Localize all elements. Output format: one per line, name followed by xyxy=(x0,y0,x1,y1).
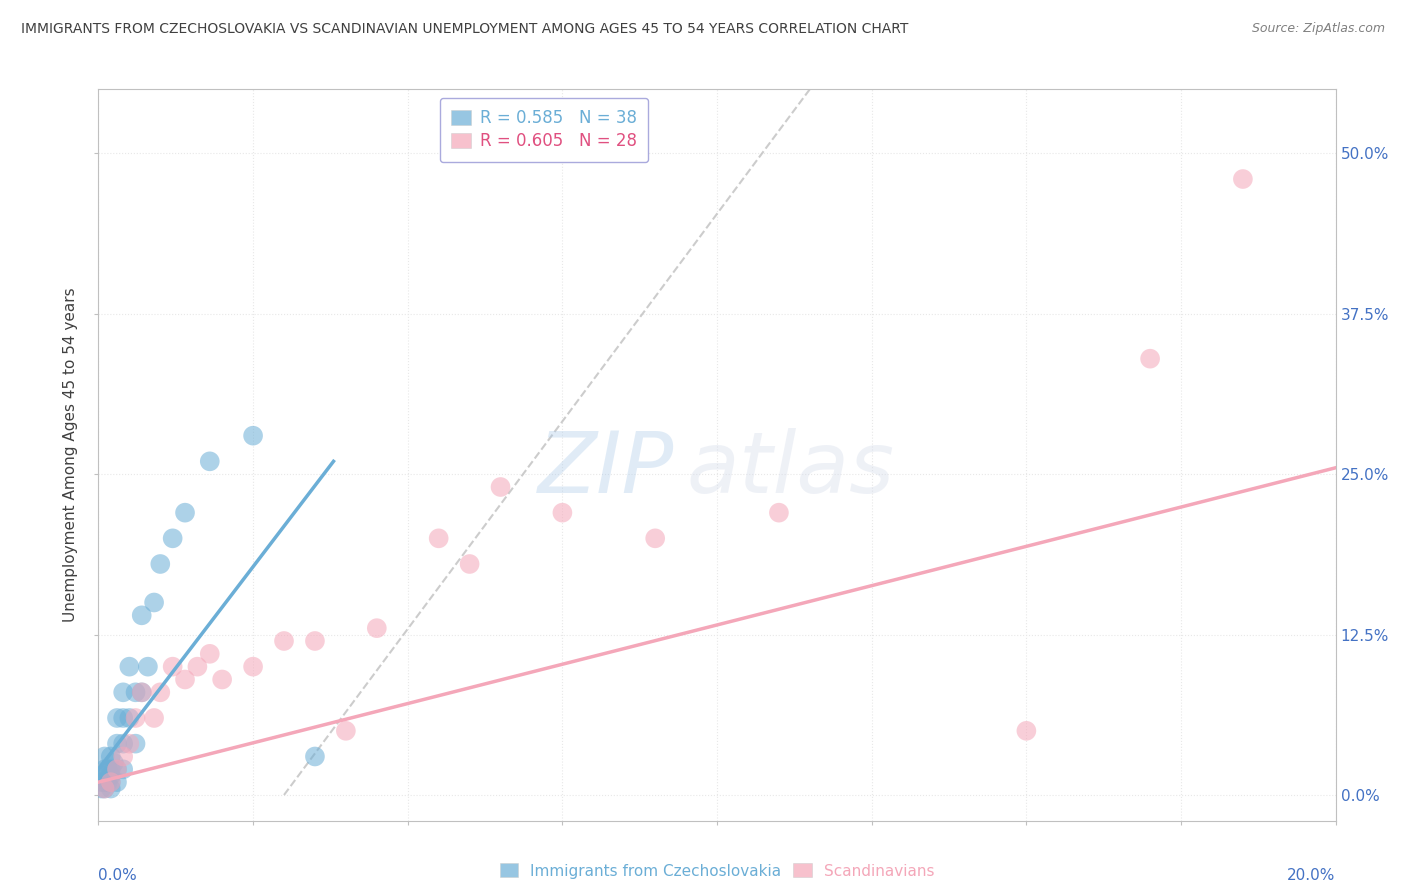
Point xyxy=(90,781,112,796)
Text: 0.0%: 0.0% xyxy=(98,868,138,883)
Point xyxy=(143,595,166,609)
Point xyxy=(551,506,574,520)
Point xyxy=(131,685,153,699)
Point xyxy=(105,775,128,789)
Point xyxy=(1232,172,1254,186)
Point xyxy=(124,711,146,725)
Point xyxy=(93,762,115,776)
Point xyxy=(112,762,135,776)
Point xyxy=(112,711,135,725)
Point xyxy=(458,557,481,571)
Point xyxy=(100,781,122,796)
Point xyxy=(105,711,128,725)
Y-axis label: Unemployment Among Ages 45 to 54 years: Unemployment Among Ages 45 to 54 years xyxy=(63,287,79,623)
Point xyxy=(198,647,221,661)
Point xyxy=(131,685,153,699)
Point xyxy=(1015,723,1038,738)
Point xyxy=(489,480,512,494)
Point xyxy=(131,608,153,623)
Text: IMMIGRANTS FROM CZECHOSLOVAKIA VS SCANDINAVIAN UNEMPLOYMENT AMONG AGES 45 TO 54 : IMMIGRANTS FROM CZECHOSLOVAKIA VS SCANDI… xyxy=(21,22,908,37)
Point xyxy=(118,737,141,751)
Point xyxy=(90,775,112,789)
Point xyxy=(124,737,146,751)
Point xyxy=(118,659,141,673)
Text: Source: ZipAtlas.com: Source: ZipAtlas.com xyxy=(1251,22,1385,36)
Point xyxy=(198,454,221,468)
Point xyxy=(105,762,128,776)
Text: ZIP: ZIP xyxy=(537,428,673,511)
Point xyxy=(366,621,388,635)
Point xyxy=(112,685,135,699)
Point xyxy=(97,775,120,789)
Point xyxy=(105,737,128,751)
Point xyxy=(93,749,115,764)
Point xyxy=(136,659,159,673)
Point xyxy=(174,673,197,687)
Point xyxy=(90,769,112,783)
Point xyxy=(174,506,197,520)
Text: atlas: atlas xyxy=(686,428,894,511)
Point xyxy=(335,723,357,738)
Point xyxy=(112,749,135,764)
Point xyxy=(304,749,326,764)
Point xyxy=(103,756,125,770)
Legend: Immigrants from Czechoslovakia, Scandinavians: Immigrants from Czechoslovakia, Scandina… xyxy=(492,855,942,886)
Point xyxy=(304,634,326,648)
Point xyxy=(100,775,122,789)
Point xyxy=(112,737,135,751)
Point xyxy=(162,659,184,673)
Point xyxy=(162,532,184,546)
Point xyxy=(93,781,115,796)
Point xyxy=(97,762,120,776)
Point xyxy=(93,775,115,789)
Point xyxy=(242,428,264,442)
Point xyxy=(118,711,141,725)
Point xyxy=(149,557,172,571)
Point xyxy=(100,749,122,764)
Point xyxy=(273,634,295,648)
Point xyxy=(427,532,450,546)
Point xyxy=(768,506,790,520)
Point xyxy=(93,769,115,783)
Point xyxy=(149,685,172,699)
Text: 20.0%: 20.0% xyxy=(1288,868,1336,883)
Point xyxy=(186,659,208,673)
Point xyxy=(211,673,233,687)
Point xyxy=(93,781,115,796)
Point xyxy=(143,711,166,725)
Point xyxy=(100,762,122,776)
Point xyxy=(100,775,122,789)
Point xyxy=(124,685,146,699)
Point xyxy=(242,659,264,673)
Point xyxy=(105,762,128,776)
Point xyxy=(1139,351,1161,366)
Point xyxy=(644,532,666,546)
Point xyxy=(100,769,122,783)
